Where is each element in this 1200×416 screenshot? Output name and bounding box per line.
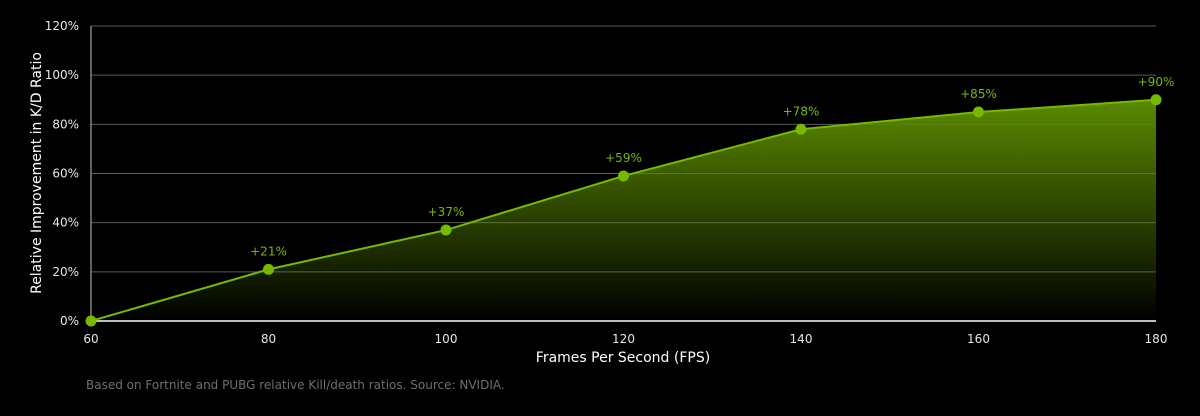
x-tick-label: 80 (261, 332, 276, 346)
y-tick-label: 120% (45, 19, 79, 33)
data-label: +90% (1138, 75, 1175, 89)
y-tick-label: 0% (60, 314, 79, 328)
data-label: +37% (428, 205, 465, 219)
source-footnote: Based on Fortnite and PUBG relative Kill… (86, 378, 505, 392)
y-axis-ticks: 0% 20% 40% 60% 80% 100% 120% (45, 19, 79, 328)
data-point-marker (618, 170, 629, 182)
x-axis-label: Frames Per Second (FPS) (536, 350, 710, 366)
x-tick-label: 160 (967, 332, 990, 346)
x-tick-label: 180 (1145, 332, 1168, 346)
y-tick-label: 40% (52, 216, 79, 230)
data-label: +85% (960, 87, 997, 101)
y-tick-label: 20% (52, 265, 79, 279)
data-point-marker (1150, 94, 1162, 106)
x-axis-ticks: 60 80 100 120 140 160 180 (83, 332, 1167, 346)
data-point-marker (85, 315, 97, 327)
data-point-marker (263, 263, 274, 275)
data-label: +59% (605, 151, 642, 165)
area-fill (91, 99, 1156, 321)
data-label: +78% (783, 104, 820, 118)
y-tick-label: 80% (52, 117, 79, 131)
x-tick-label: 120 (612, 332, 635, 346)
data-points: +21% +37% +59% +78% +85% +90% (85, 75, 1175, 327)
y-tick-label: 100% (45, 68, 79, 82)
x-tick-label: 140 (790, 332, 813, 346)
data-point-marker (973, 106, 984, 118)
x-tick-label: 100 (435, 332, 458, 346)
data-label: +21% (250, 244, 287, 258)
y-axis-label: Relative Improvement in K/D Ratio (29, 52, 45, 294)
y-tick-label: 60% (52, 167, 79, 181)
x-tick-label: 60 (83, 332, 98, 346)
data-point-marker (440, 224, 452, 236)
data-point-marker (795, 123, 807, 135)
